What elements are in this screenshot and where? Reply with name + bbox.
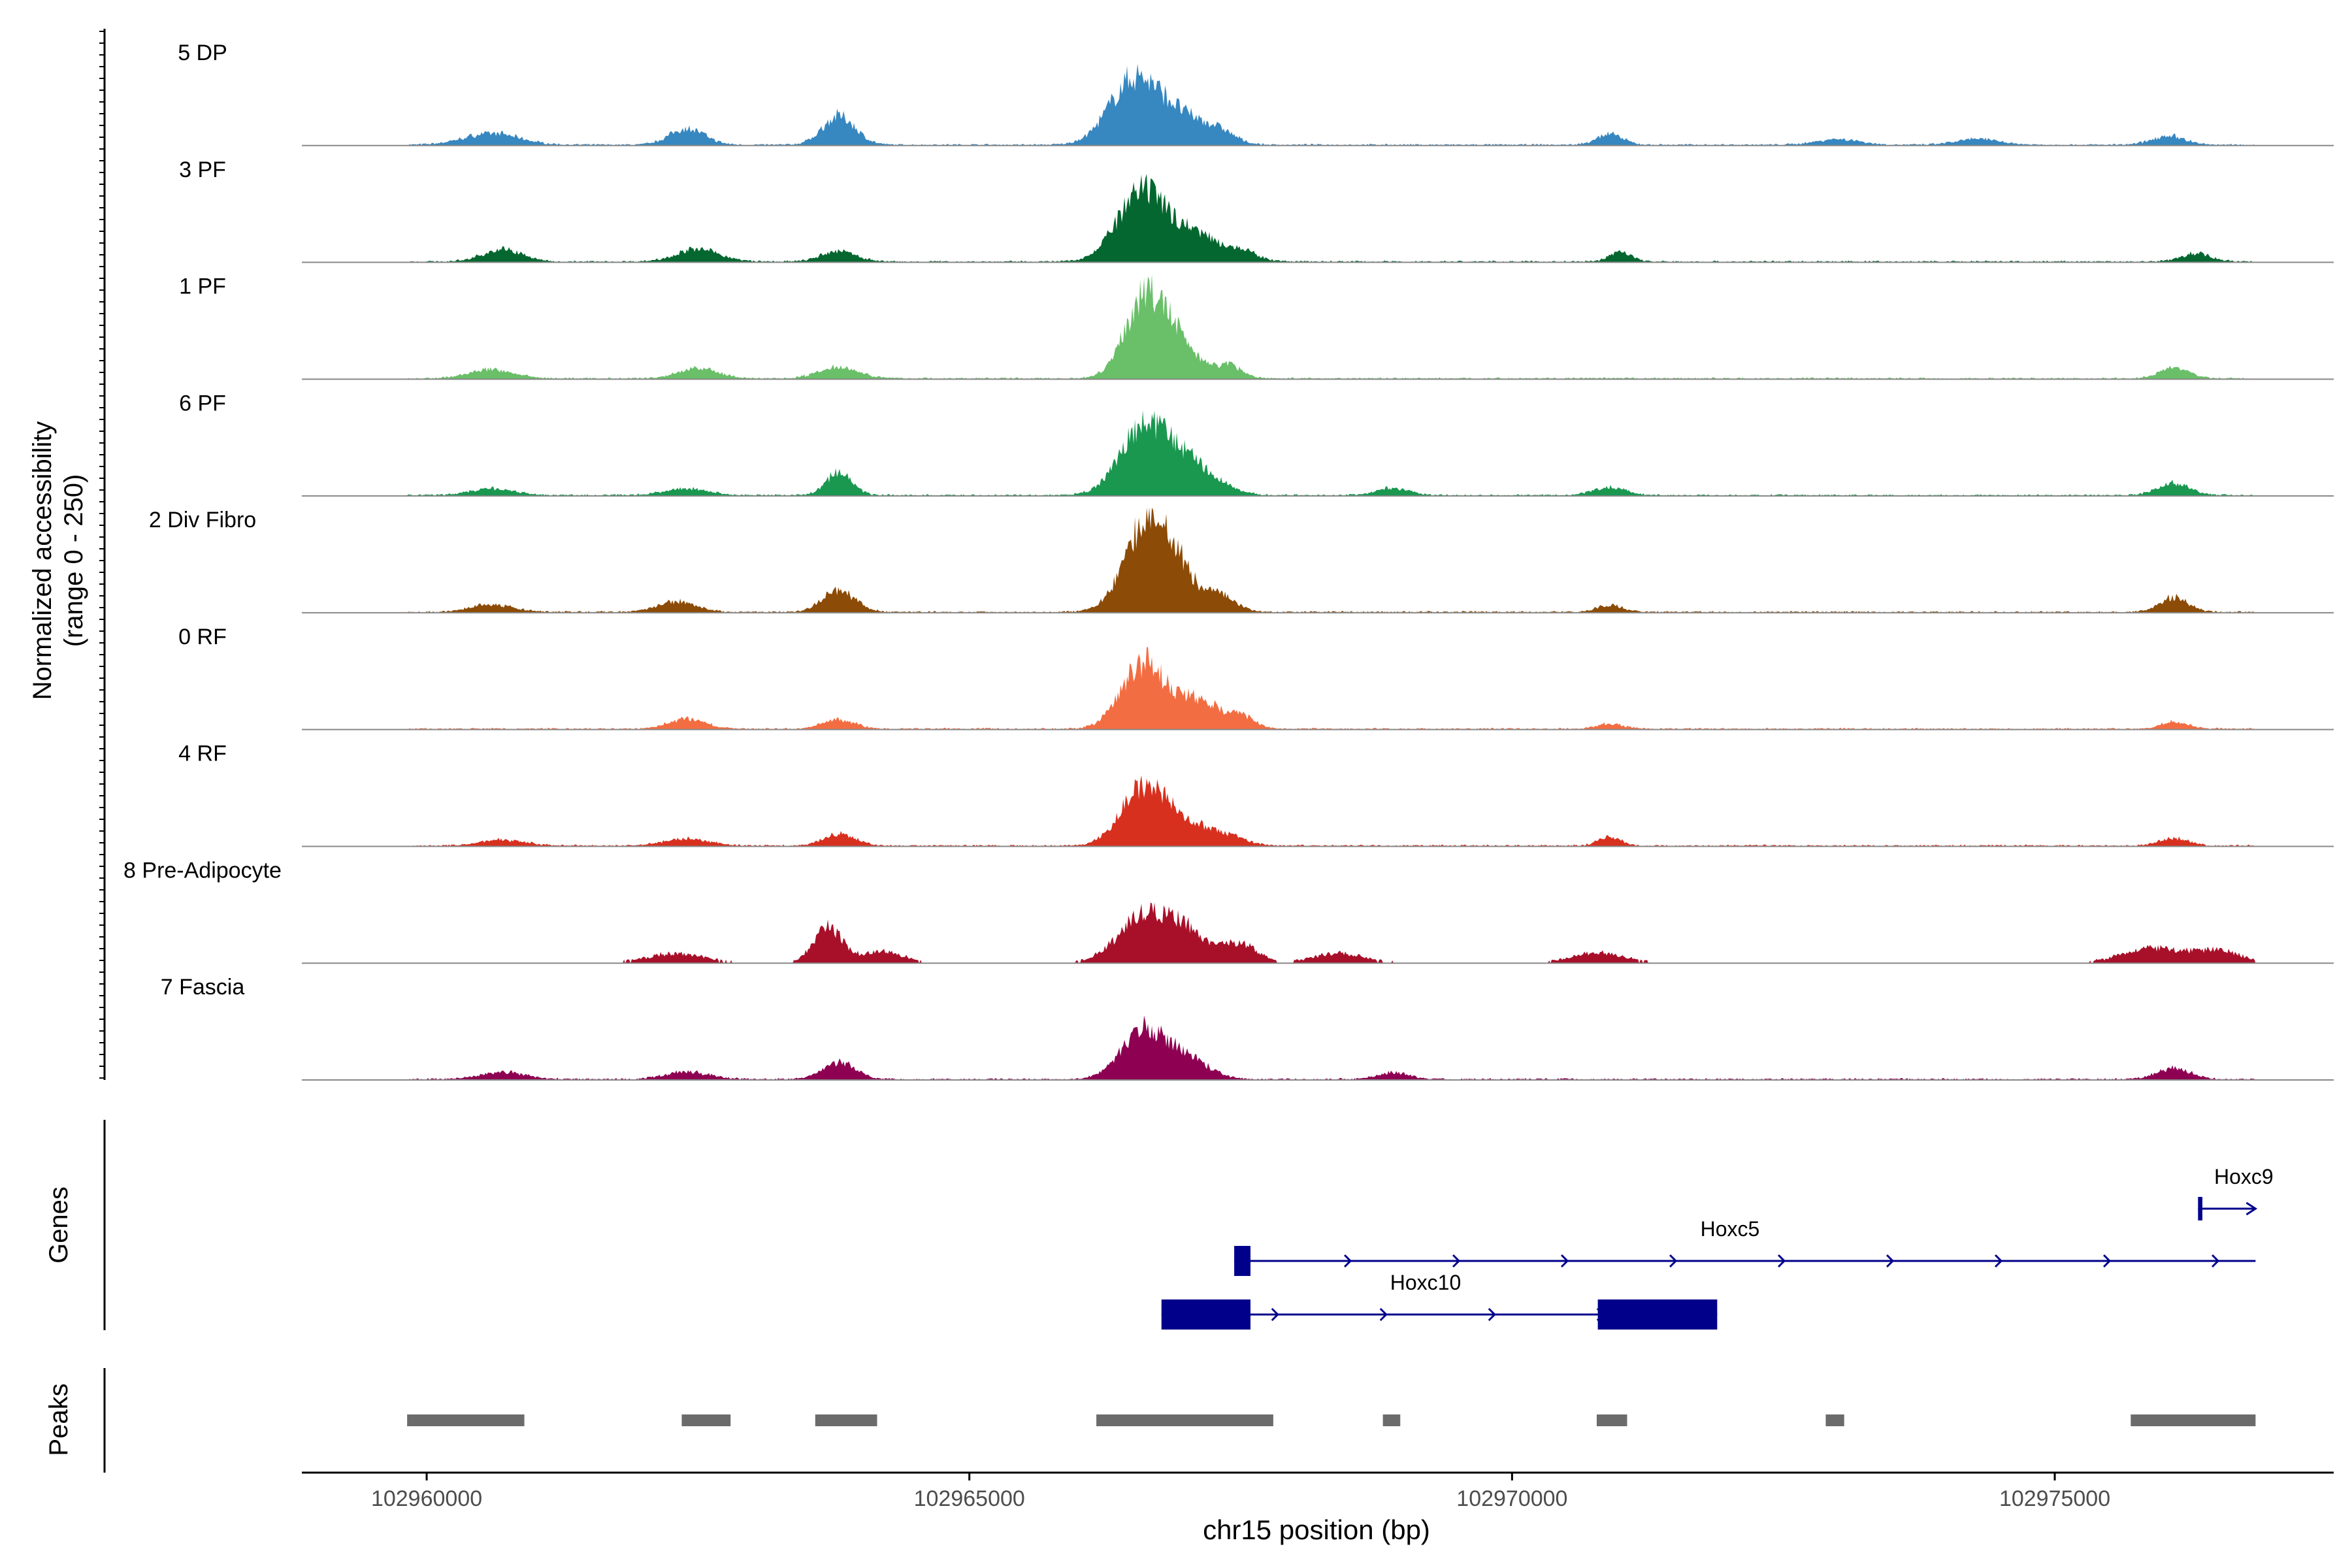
strand-arrow [1344, 1254, 1352, 1268]
track-signal [407, 274, 2256, 380]
track-label: 7 Fascia [161, 975, 245, 1000]
peak-region [681, 1414, 731, 1426]
track-signal [407, 508, 2256, 613]
track-8-pre-adipocyte: 8 Pre-Adipocyte [123, 858, 2334, 964]
coverage-y-axis-ticks [99, 31, 105, 1079]
gene-exon [1234, 1246, 1250, 1276]
y-axis-label-line1: Normalized accessibility [28, 421, 57, 700]
peak-region [1825, 1414, 1844, 1426]
x-axis-label: chr15 position (bp) [1203, 1514, 1430, 1545]
gene-exon [2198, 1197, 2202, 1220]
gene-hoxc5: Hoxc5 [1234, 1217, 2256, 1276]
y-axis-label-line2: (range 0 - 250) [59, 474, 88, 647]
track-label: 1 PF [179, 274, 226, 299]
peak-regions [407, 1414, 2256, 1426]
track-signal [407, 63, 2256, 146]
strand-arrow [1271, 1307, 1279, 1322]
strand-arrow [1379, 1307, 1388, 1322]
x-axis-ticks: 102960000 102965000 102970000 102975000 [371, 1473, 2110, 1511]
track-0-rf: 0 RF [178, 625, 2334, 730]
peak-region [815, 1414, 877, 1426]
track-signal [407, 647, 2256, 730]
peaks-panel-label: Peaks [44, 1383, 73, 1456]
gene-label: Hoxc10 [1390, 1271, 1462, 1294]
x-tick-label: 102970000 [1456, 1486, 1567, 1511]
strand-arrow [1995, 1254, 2003, 1268]
x-tick-label: 102975000 [1999, 1486, 2110, 1511]
strand-arrow [2212, 1254, 2220, 1268]
peak-region [407, 1414, 525, 1426]
track-2-div-fibro: 2 Div Fibro [149, 508, 2334, 613]
strand-arrow [1778, 1254, 1786, 1268]
track-label: 6 PF [179, 391, 226, 416]
gene-label: Hoxc9 [2214, 1165, 2274, 1188]
track-signal [407, 1015, 2256, 1080]
gene-hoxc9: Hoxc9 [2198, 1165, 2274, 1220]
track-signal [407, 410, 2256, 497]
track-label: 3 PF [179, 157, 226, 182]
gene-exon [1161, 1299, 1250, 1330]
strand-arrow [2246, 1201, 2258, 1216]
track-label: 4 RF [178, 742, 227, 766]
peak-region [1596, 1414, 1627, 1426]
track-label: 5 DP [178, 41, 227, 65]
gene-annotations: Hoxc9 Hoxc5 Hoxc10 [1161, 1165, 2274, 1330]
track-3-pf: 3 PF [179, 157, 2334, 263]
track-label: 2 Div Fibro [149, 508, 256, 532]
track-label: 8 Pre-Adipocyte [123, 858, 282, 883]
strand-arrow [1488, 1307, 1496, 1322]
strand-arrow [1886, 1254, 1895, 1268]
track-4-rf: 4 RF [178, 742, 2334, 847]
track-1-pf: 1 PF [179, 274, 2334, 380]
gene-label: Hoxc5 [1701, 1217, 1760, 1241]
accessibility-tracks: 5 DP 3 PF 1 PF 6 PF 2 Div Fibro 0 RF 4 RF 8 Pre… [123, 41, 2334, 1081]
track-7-fascia: 7 Fascia [161, 975, 2334, 1081]
peak-region [1382, 1414, 1401, 1426]
track-signal [407, 775, 2256, 847]
gene-hoxc10: Hoxc10 [1161, 1271, 1718, 1330]
strand-arrow [1561, 1254, 1569, 1268]
peak-region [2131, 1414, 2256, 1426]
track-signal [407, 902, 2256, 964]
track-5-dp: 5 DP [178, 41, 2334, 146]
track-signal [407, 174, 2256, 263]
x-tick-label: 102965000 [914, 1486, 1025, 1511]
peak-region [1096, 1414, 1273, 1426]
genes-panel-label: Genes [44, 1186, 73, 1264]
strand-arrow [1669, 1254, 1678, 1268]
strand-arrow [2103, 1254, 2112, 1268]
track-label: 0 RF [178, 625, 227, 649]
gene-exon [1597, 1299, 1718, 1330]
track-6-pf: 6 PF [179, 391, 2334, 497]
x-tick-label: 102960000 [371, 1486, 482, 1511]
strand-arrow [1452, 1254, 1461, 1268]
